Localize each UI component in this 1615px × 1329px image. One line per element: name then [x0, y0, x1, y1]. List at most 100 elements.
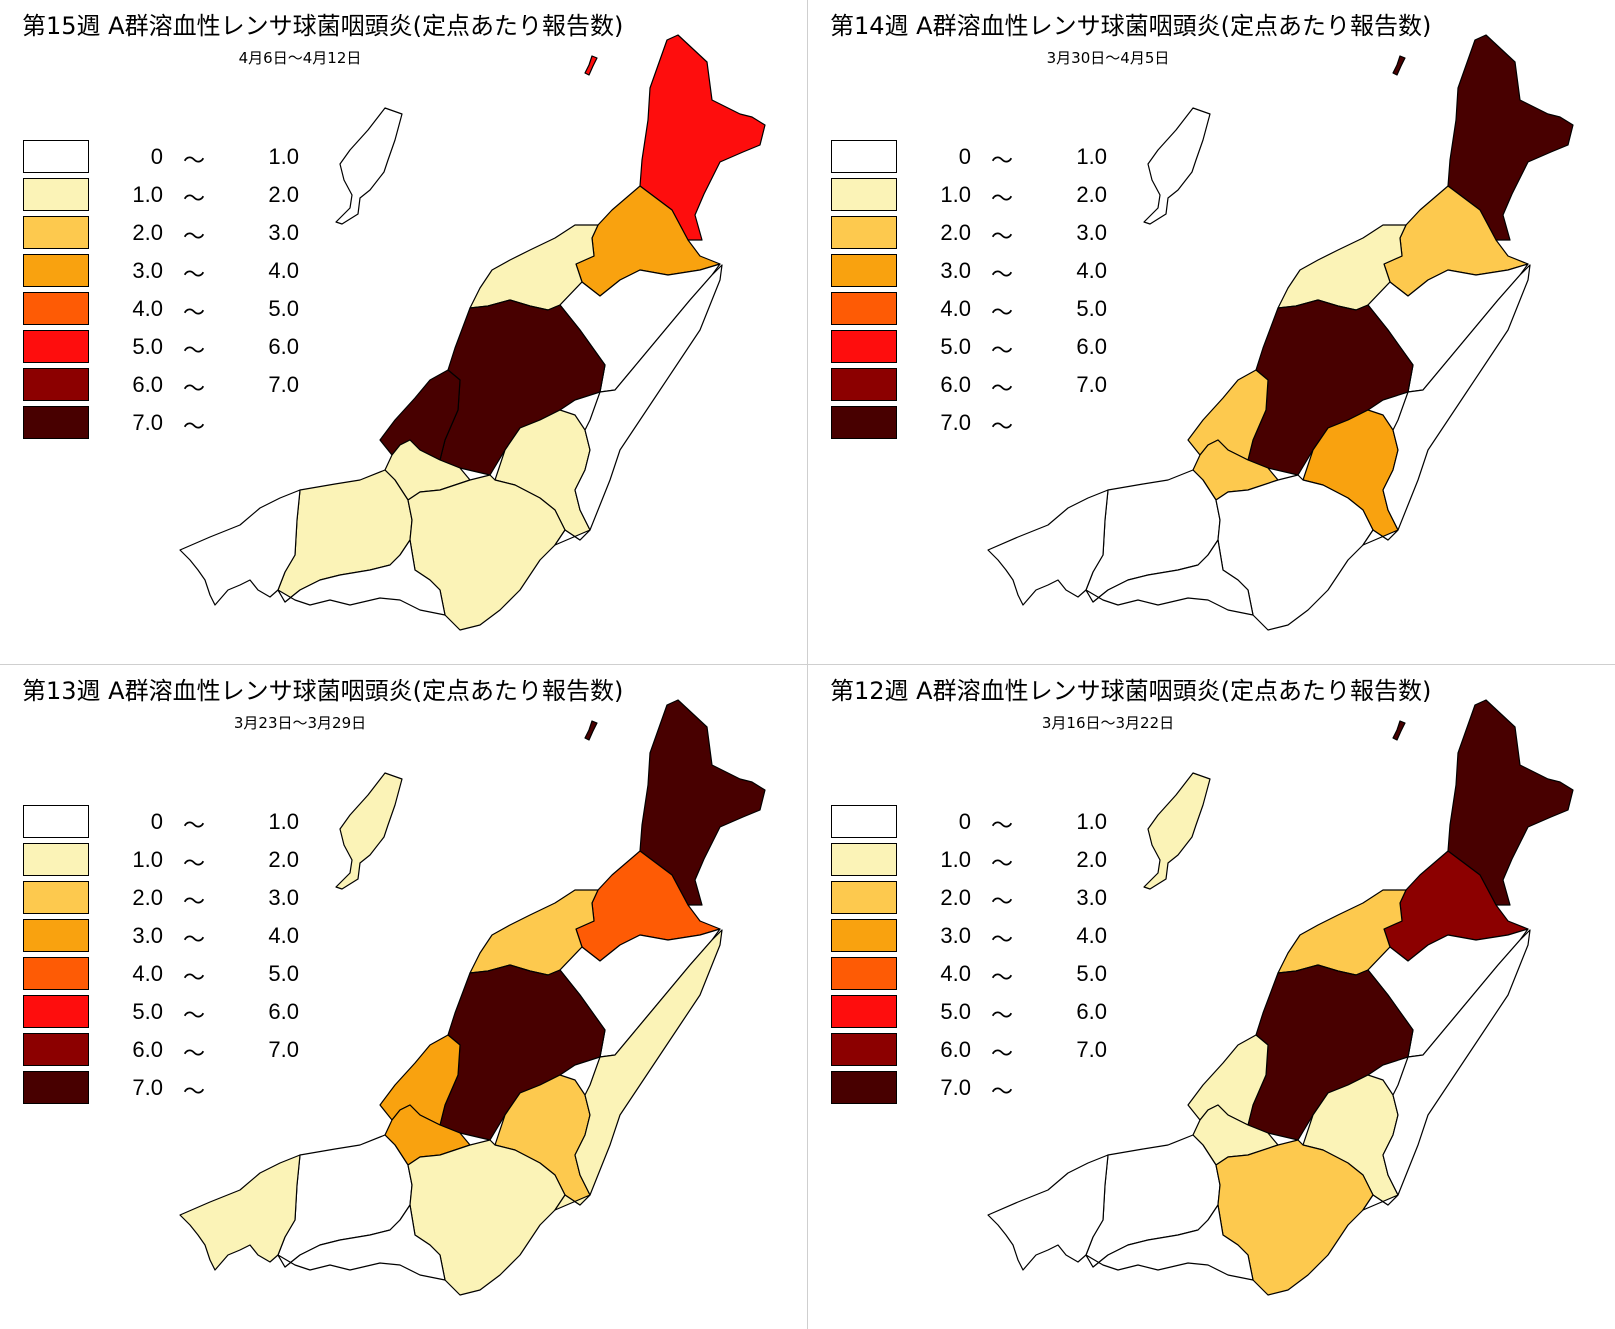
legend-high: 7.0	[243, 1037, 299, 1063]
legend-high: 7.0	[1051, 372, 1107, 398]
legend-row: 3.0 〜 4.0	[23, 919, 323, 958]
legend-row: 5.0 〜 6.0	[23, 330, 323, 369]
region-sado	[1144, 773, 1210, 889]
legend-low: 7.0	[109, 410, 163, 436]
legend-high: 2.0	[243, 182, 299, 208]
legend-swatch	[831, 881, 897, 914]
legend-high: 7.0	[243, 372, 299, 398]
legend-row: 0 〜 1.0	[831, 140, 1131, 179]
legend-row: 6.0 〜 7.0	[831, 1033, 1131, 1072]
legend-low: 0	[109, 809, 163, 835]
region-sado	[1144, 108, 1210, 224]
legend-swatch	[23, 1033, 89, 1066]
legend-swatch	[23, 1071, 89, 1104]
legend-low: 2.0	[917, 220, 971, 246]
legend-high: 1.0	[243, 144, 299, 170]
legend-tilde: 〜	[183, 1074, 205, 1106]
legend-low: 5.0	[917, 999, 971, 1025]
legend-high: 4.0	[1051, 258, 1107, 284]
date-range: 3月23日〜3月29日	[0, 712, 600, 733]
legend-row: 7.0 〜	[831, 1071, 1131, 1110]
legend-row: 1.0 〜 2.0	[831, 843, 1131, 882]
legend-low: 3.0	[109, 258, 163, 284]
legend-swatch	[23, 919, 89, 952]
legend-swatch	[23, 406, 89, 439]
legend-low: 7.0	[917, 410, 971, 436]
legend-row: 6.0 〜 7.0	[23, 368, 323, 407]
legend-swatch	[831, 178, 897, 211]
legend-row: 3.0 〜 4.0	[23, 254, 323, 293]
map-panel-week15: 第15週 A群溶血性レンサ球菌咽頭炎(定点あたり報告数) 4月6日〜4月12日 0 〜…	[0, 0, 807, 664]
legend-tilde: 〜	[991, 1074, 1013, 1106]
legend-swatch	[831, 805, 897, 838]
legend-swatch	[23, 843, 89, 876]
legend-swatch	[831, 216, 897, 249]
legend-tilde: 〜	[183, 1036, 205, 1068]
legend-swatch	[831, 995, 897, 1028]
date-range: 3月30日〜4月5日	[808, 47, 1408, 68]
legend-swatch	[23, 292, 89, 325]
region-sado	[336, 773, 402, 889]
legend-low: 3.0	[917, 258, 971, 284]
legend-swatch	[831, 1071, 897, 1104]
legend-tilde: 〜	[183, 181, 205, 213]
legend-swatch	[831, 330, 897, 363]
legend-row: 6.0 〜 7.0	[831, 368, 1131, 407]
legend-tilde: 〜	[183, 257, 205, 289]
legend-low: 1.0	[109, 182, 163, 208]
legend-tilde: 〜	[991, 1036, 1013, 1068]
legend-tilde: 〜	[183, 960, 205, 992]
legend-low: 0	[109, 144, 163, 170]
legend-low: 7.0	[917, 1075, 971, 1101]
legend-row: 0 〜 1.0	[831, 805, 1131, 844]
legend-tilde: 〜	[183, 998, 205, 1030]
legend-high: 2.0	[1051, 847, 1107, 873]
legend-tilde: 〜	[991, 143, 1013, 175]
legend-tilde: 〜	[183, 371, 205, 403]
legend-low: 3.0	[109, 923, 163, 949]
legend-tilde: 〜	[991, 998, 1013, 1030]
legend-low: 6.0	[109, 372, 163, 398]
legend-low: 4.0	[917, 296, 971, 322]
legend-high: 4.0	[243, 923, 299, 949]
legend-row: 4.0 〜 5.0	[23, 292, 323, 331]
legend-tilde: 〜	[991, 922, 1013, 954]
date-range: 3月16日〜3月22日	[808, 712, 1408, 733]
legend-tilde: 〜	[991, 257, 1013, 289]
legend-tilde: 〜	[183, 409, 205, 441]
legend-row: 2.0 〜 3.0	[23, 216, 323, 255]
legend-row: 7.0 〜	[831, 406, 1131, 445]
legend-swatch	[831, 1033, 897, 1066]
legend-tilde: 〜	[991, 371, 1013, 403]
legend-tilde: 〜	[183, 295, 205, 327]
legend-row: 0 〜 1.0	[23, 140, 323, 179]
legend-tilde: 〜	[183, 219, 205, 251]
legend-low: 5.0	[109, 334, 163, 360]
legend-swatch	[23, 805, 89, 838]
legend-swatch	[831, 254, 897, 287]
legend-row: 2.0 〜 3.0	[831, 216, 1131, 255]
legend-row: 7.0 〜	[23, 1071, 323, 1110]
legend-high: 3.0	[1051, 885, 1107, 911]
legend-row: 3.0 〜 4.0	[831, 254, 1131, 293]
legend-tilde: 〜	[991, 884, 1013, 916]
map-title: 第14週 A群溶血性レンサ球菌咽頭炎(定点あたり報告数)	[830, 6, 1431, 41]
legend-low: 2.0	[109, 220, 163, 246]
legend-row: 7.0 〜	[23, 406, 323, 445]
legend-row: 5.0 〜 6.0	[831, 330, 1131, 369]
legend-row: 1.0 〜 2.0	[831, 178, 1131, 217]
legend-high: 2.0	[243, 847, 299, 873]
legend-high: 5.0	[1051, 296, 1107, 322]
legend-high: 5.0	[1051, 961, 1107, 987]
legend-high: 2.0	[1051, 182, 1107, 208]
legend-row: 0 〜 1.0	[23, 805, 323, 844]
legend-tilde: 〜	[991, 808, 1013, 840]
legend-low: 0	[917, 144, 971, 170]
legend-tilde: 〜	[183, 884, 205, 916]
legend-row: 1.0 〜 2.0	[23, 178, 323, 217]
legend-swatch	[23, 995, 89, 1028]
legend-low: 4.0	[109, 296, 163, 322]
legend-high: 6.0	[1051, 334, 1107, 360]
legend-tilde: 〜	[991, 295, 1013, 327]
map-title: 第12週 A群溶血性レンサ球菌咽頭炎(定点あたり報告数)	[830, 671, 1431, 706]
